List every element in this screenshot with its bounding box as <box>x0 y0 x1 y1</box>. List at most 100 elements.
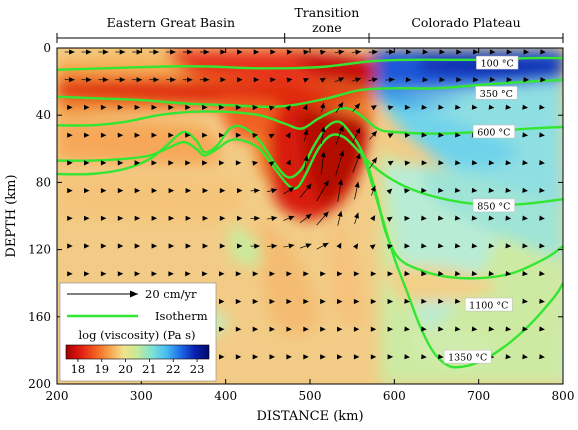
velocity-arrow <box>253 49 260 55</box>
velocity-arrow <box>235 104 242 111</box>
velocity-arrow <box>387 105 394 111</box>
velocity-arrow <box>235 326 242 332</box>
velocity-arrow <box>199 49 210 55</box>
velocity-arrow <box>351 49 362 55</box>
velocity-arrow <box>351 77 362 83</box>
velocity-arrow <box>438 187 444 193</box>
x-tick-label: 400 <box>214 389 237 403</box>
velocity-arrow <box>151 132 157 138</box>
velocity-arrow <box>117 188 124 194</box>
velocity-arrow <box>422 49 429 55</box>
isotherm-line <box>57 133 563 207</box>
velocity-arrow <box>471 187 478 193</box>
velocity-arrow <box>220 77 226 83</box>
velocity-arrow <box>471 160 478 166</box>
velocity-arrow <box>100 188 107 194</box>
velocity-arrow <box>439 49 445 55</box>
velocity-arrow <box>219 271 225 277</box>
velocity-arrow <box>369 130 378 140</box>
velocity-arrow <box>335 125 344 145</box>
velocity-arrow <box>252 354 259 360</box>
velocity-arrow <box>385 49 395 55</box>
velocity-arrow <box>269 271 275 277</box>
colorbar-tick-label: 22 <box>166 362 181 376</box>
velocity-arrow <box>286 326 292 332</box>
velocity-arrow <box>84 160 90 166</box>
velocity-arrow <box>404 104 411 110</box>
velocity-arrow <box>202 271 208 277</box>
velocity-arrow <box>404 298 410 304</box>
velocity-arrow <box>84 243 90 249</box>
velocity-arrow <box>472 77 479 83</box>
velocity-arrow <box>404 326 410 332</box>
velocity-arrow <box>320 271 326 277</box>
velocity-arrow <box>386 188 393 195</box>
velocity-arrow <box>252 326 259 332</box>
velocity-arrow <box>151 215 158 221</box>
isotherm-labels: 100 °C 350 °C 600 °C 850 °C 1100 °C 1350 °C <box>443 55 519 364</box>
colorbar-tick-label: 18 <box>71 362 86 376</box>
velocity-arrow <box>202 243 209 249</box>
velocity-arrow <box>252 132 259 138</box>
velocity-arrow <box>283 243 295 249</box>
velocity-arrow <box>134 271 141 277</box>
velocity-arrow <box>471 215 478 221</box>
velocity-arrow <box>219 354 225 360</box>
isotherm-label: 1100 °C <box>469 301 508 312</box>
velocity-arrow <box>286 298 292 305</box>
velocity-arrow <box>67 215 73 221</box>
velocity-arrow <box>439 77 445 83</box>
colorbar-title: log (viscosity) (Pa s) <box>79 328 196 342</box>
velocity-arrow <box>539 243 545 249</box>
velocity-arrow <box>299 183 312 198</box>
velocity-arrow <box>117 215 124 221</box>
isotherm-label: 100 °C <box>481 59 514 70</box>
velocity-arrow <box>81 49 92 55</box>
colorbar-tick-label: 23 <box>190 362 205 376</box>
isotherm-label-box <box>464 297 513 312</box>
legend-isotherm-label: Isotherm <box>155 309 208 323</box>
velocity-arrow <box>117 132 124 138</box>
velocity-arrow <box>337 326 343 332</box>
velocity-arrow <box>353 298 360 305</box>
velocity-arrow <box>522 132 529 138</box>
velocity-arrow <box>218 132 225 138</box>
velocity-arrow <box>185 160 191 166</box>
velocity-arrow <box>299 213 312 224</box>
velocity-arrow <box>488 187 495 193</box>
velocity-arrow <box>316 211 329 226</box>
velocity-arrow <box>182 77 193 83</box>
velocity-arrow <box>421 298 427 304</box>
velocity-arrow <box>168 271 174 277</box>
velocity-arrow <box>67 188 73 194</box>
x-tick-label: 200 <box>46 389 69 403</box>
velocity-arrow <box>67 243 73 249</box>
legend-background <box>59 282 217 382</box>
velocity-arrow <box>471 270 478 277</box>
velocity-arrow <box>266 215 278 221</box>
velocity-arrow <box>100 243 107 249</box>
velocity-arrow <box>505 160 512 166</box>
velocity-arrow <box>421 104 428 110</box>
velocity-arrow <box>219 243 226 249</box>
velocity-arrow <box>100 160 107 166</box>
velocity-arrow <box>84 132 90 138</box>
velocity-arrow <box>320 151 326 175</box>
velocity-arrow <box>540 49 546 55</box>
velocity-arrow <box>421 215 427 221</box>
velocity-arrow <box>252 105 259 111</box>
velocity-arrow <box>237 188 243 194</box>
velocity-arrow <box>149 77 159 83</box>
velocity-arrow <box>237 77 243 83</box>
colorbar-tick-label: 20 <box>118 362 133 376</box>
y-tick-label: 120 <box>28 243 51 257</box>
velocity-arrow <box>237 215 243 221</box>
velocity-arrow <box>522 326 528 332</box>
velocity-arrow <box>421 326 427 332</box>
velocity-arrow <box>505 215 512 221</box>
velocity-arrow <box>437 215 444 221</box>
velocity-arrow <box>506 49 513 55</box>
velocity-arrow <box>438 270 444 277</box>
region-label: Eastern Great Basin <box>107 15 235 30</box>
